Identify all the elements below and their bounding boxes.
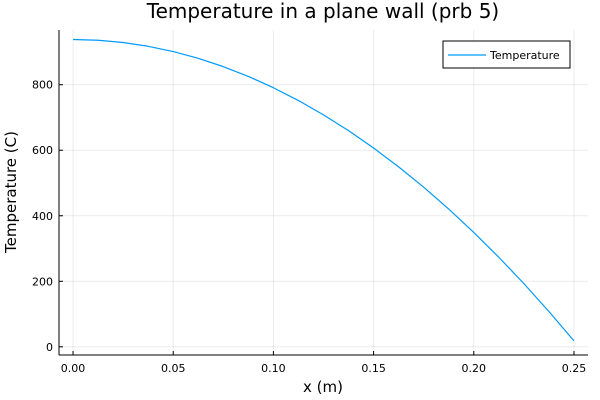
series-lines	[73, 38, 575, 342]
legend: Temperature	[442, 40, 571, 69]
ticks: 0.00 0.05 0.10 0.15 0.20 0.25 0 200 400 600 800	[32, 79, 586, 375]
x-tick-label: 0.05	[161, 362, 186, 375]
axes-frame	[58, 30, 588, 356]
y-tick-label: 400	[32, 210, 53, 223]
x-tick-label: 0.15	[361, 362, 386, 375]
y-axis-label: Temperature (C)	[2, 131, 20, 254]
x-tick-label: 0.20	[462, 362, 487, 375]
grid	[59, 30, 588, 355]
legend-label: Temperature	[489, 49, 560, 62]
x-tick-label: 0.10	[261, 362, 286, 375]
y-tick-label: 200	[32, 275, 53, 288]
series-line-temperature	[73, 38, 575, 342]
y-tick-label: 0	[46, 341, 53, 354]
y-tick-label: 800	[32, 79, 53, 92]
x-axis-label: x (m)	[303, 378, 343, 396]
x-tick-label: 0.00	[61, 362, 86, 375]
chart-title: Temperature in a plane wall (prb 5)	[146, 0, 499, 23]
y-tick-label: 600	[32, 144, 53, 157]
x-tick-label: 0.25	[562, 362, 587, 375]
